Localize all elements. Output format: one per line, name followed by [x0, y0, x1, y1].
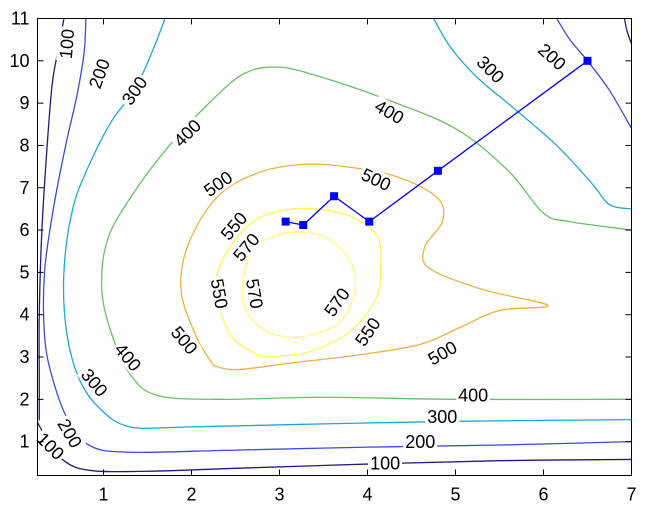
contour-100-label-bg-2: [32, 427, 70, 465]
contour-200-label-1: 200: [85, 56, 114, 91]
path-point-6: [281, 217, 290, 226]
contour-200-label-bg-4: [533, 38, 571, 75]
contour-100-label-bg-3: [368, 453, 403, 472]
path-point-4: [330, 192, 339, 201]
contour-550-label-2: 550: [207, 277, 232, 310]
contour-570-label-2: 570: [242, 277, 267, 310]
x-axis: 1 2 3 4 5 6 7: [98, 18, 637, 505]
x-tick-label-7: 7: [626, 485, 636, 505]
contour-300-label-bg-1: [117, 71, 152, 110]
contour-100-line-2: [37, 422, 632, 473]
y-tick-label-7: 7: [19, 178, 29, 198]
x-tick-label-2: 2: [186, 485, 196, 505]
contour-570-label-bg-3: [319, 282, 354, 322]
y-tick-label-1: 1: [19, 432, 29, 452]
contour-200-label-3: 200: [405, 432, 435, 452]
y-tick-label-3: 3: [19, 347, 29, 367]
contour-500-line-1: [180, 163, 549, 371]
contour-500-label-2: 500: [167, 322, 202, 358]
contour-200-label-bg-3: [403, 432, 438, 451]
contour-550-label-bg-1: [215, 207, 252, 245]
x-tick-label-1: 1: [98, 485, 108, 505]
contour-300-line-1: [62, 18, 632, 430]
y-axis: 1 2 3 4 5 6 7 8 9 10 11: [9, 9, 632, 452]
contour-200-label-bg-1: [84, 54, 114, 93]
x-tick-label-6: 6: [538, 485, 548, 505]
path-point-1: [583, 56, 592, 65]
contour-300-label-2: 300: [77, 365, 112, 401]
x-tick-label-4: 4: [362, 485, 372, 505]
contour-300-label-bg-3: [425, 407, 460, 426]
contour-300-label-1: 300: [118, 73, 152, 109]
contour-300-label-bg-2: [76, 363, 113, 402]
optimization-path: [281, 56, 592, 229]
path-line: [285, 60, 588, 226]
path-point-2: [433, 166, 442, 175]
path-point-5: [299, 220, 308, 229]
contour-500-label-bg-3: [357, 163, 396, 195]
contour-570-label-bg-2: [243, 275, 267, 312]
y-tick-label-10: 10: [9, 51, 29, 71]
plot-frame: [37, 18, 632, 476]
contour-570-label-3: 570: [320, 284, 354, 320]
contour-550-label-bg-3: [350, 312, 385, 351]
contour-550-label-3: 550: [351, 314, 385, 350]
contour-570-line-1: [241, 231, 357, 339]
y-tick-label-5: 5: [19, 262, 29, 282]
contour-570-label-bg-1: [228, 228, 264, 266]
contour-300-label-3: 300: [427, 407, 457, 427]
y-tick-label-11: 11: [11, 9, 30, 29]
contour-300-line-2: [432, 18, 632, 210]
y-tick-label-8: 8: [19, 135, 29, 155]
contour-100-label-1: 100: [56, 28, 79, 60]
contour-400-label-bg-4: [370, 95, 409, 128]
contour-400-label-1: 400: [170, 115, 205, 150]
path-point-3: [365, 217, 374, 226]
contour-100-line-3: [623, 18, 632, 45]
contour-100-label-3: 100: [370, 453, 400, 473]
y-tick-label-4: 4: [19, 305, 29, 325]
x-tick-label-3: 3: [274, 485, 284, 505]
contour-400-label-3: 400: [458, 386, 488, 406]
contour-300-label-4: 300: [473, 52, 508, 87]
y-tick-label-9: 9: [19, 93, 29, 113]
contour-500-label-bg-1: [198, 166, 237, 201]
contour-400-label-bg-3: [456, 386, 491, 405]
contour-500-label-bg-2: [166, 321, 203, 359]
contour-400-label-bg-1: [168, 114, 206, 152]
contour-200-line-1: [42, 18, 632, 454]
contour-550-label-bg-2: [207, 275, 232, 312]
contour-400-line-1: [100, 66, 632, 401]
contour-300-label-bg-4: [472, 50, 510, 88]
contour-100-label-bg-1: [56, 26, 77, 62]
contour-200-label-bg-2: [53, 413, 87, 453]
contour-500-label-bg-4: [423, 336, 462, 370]
y-tick-label-6: 6: [19, 220, 29, 240]
y-tick-label-2: 2: [19, 389, 29, 409]
contour-500-label-1: 500: [200, 167, 236, 201]
contour-400-label-bg-2: [110, 338, 146, 376]
contour-200-label-4: 200: [534, 39, 570, 74]
contour-200-line-2: [556, 18, 632, 129]
x-tick-label-5: 5: [450, 485, 460, 505]
